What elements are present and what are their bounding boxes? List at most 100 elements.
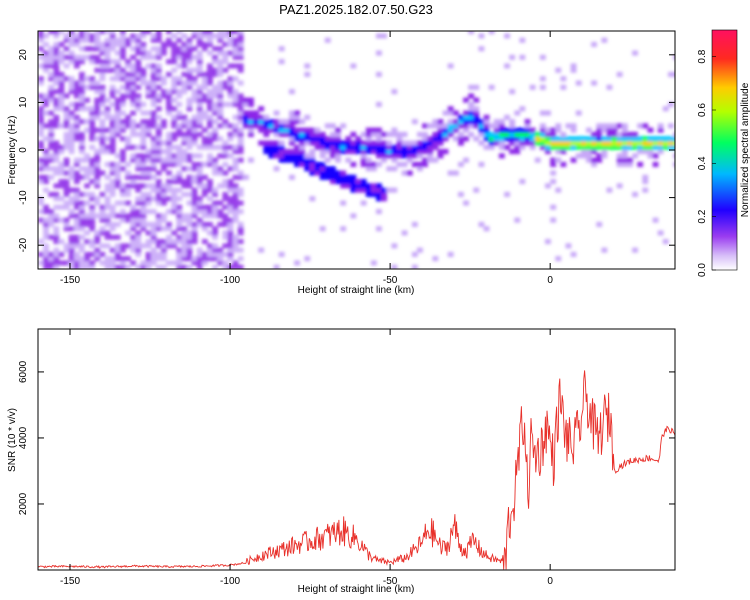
spectrogram-cell [99,31,106,35]
spectrogram-cell [673,131,675,137]
spectrogram-cell [114,89,121,95]
spectrogram-cell [452,127,459,133]
spectrogram-cell [253,114,259,120]
spectrogram-cell [155,37,162,43]
spectrogram-cell [201,213,208,219]
spectrogram-cell [596,157,603,163]
spectrogram-cell [171,67,178,73]
spectrogram-cell [340,123,347,129]
spectrogram-cell [186,256,193,262]
spectrogram-cell [63,191,70,197]
spectrogram-cell [201,187,208,193]
spectrogram-cell [38,251,44,257]
spectrogram-cell [99,63,106,69]
spectrogram-cell [135,209,142,215]
spectrogram-cell [319,161,326,167]
spectrogram-cell [94,59,101,65]
spectrogram-cell [447,119,454,125]
spectrogram-cell [166,170,172,176]
spectrogram-cell [140,140,147,146]
spectrogram-cell [207,50,213,56]
spectrogram-cell [652,217,659,223]
spectrogram-cell [114,71,121,77]
spectrogram-cell [104,106,111,112]
snr-y-label: SNR (10 * v/v) [7,408,18,472]
spectrogram-cell [160,50,167,56]
spectrogram-cell [401,140,408,146]
spectrogram-cell [43,93,49,99]
spectrogram-cell [166,260,172,266]
spectrogram-cell [68,59,75,65]
spectrogram-cell [38,239,44,245]
spectrogram-cell [43,33,49,39]
spectrogram-cell [145,191,152,197]
spectrogram-cell [135,213,142,219]
spectrogram-cell [529,140,536,146]
spectrogram-cell [376,226,382,232]
spectrogram-cell [73,59,80,65]
spectrogram-cell [176,234,183,240]
spectrogram-cell [212,157,218,163]
spectrogram-cell [365,144,372,150]
spectrogram-cell [109,84,116,90]
spectrogram-cell [94,196,101,202]
spectrogram-cell [191,153,198,159]
spectrogram-cell [130,71,137,77]
spectrogram-cell [135,174,142,180]
spectrogram-cell [601,247,608,253]
spectrogram-cell [565,243,572,249]
spectrogram-cell [329,123,336,129]
spectrogram-cell [411,149,418,155]
spectrogram-cell [207,63,213,69]
spectrogram-cell [601,136,608,142]
spectrogram-cell [104,230,111,236]
spectrogram-cell [376,140,382,146]
spectrogram-cell [176,221,183,227]
spectrogram-cell [283,119,290,125]
spectrogram-cell [125,170,131,176]
spectrogram-cell [478,140,485,146]
spectrogram-cell [437,119,444,125]
spectrogram-cell [119,54,126,60]
spectrogram-cell [370,161,377,167]
spectrogram-cell [217,46,224,52]
spectrogram-cell [345,157,352,163]
spectrogram-cell [212,200,218,206]
spectrogram-cell [43,97,49,103]
spectrogram-cell [130,67,137,73]
spectrogram-cell [550,136,557,142]
spectrogram-cell [309,166,316,172]
spectrogram-cell [38,174,44,180]
spectrogram-cell [355,140,362,146]
spectrogram-cell [53,123,60,129]
spectrogram-cell [68,110,75,116]
spectrogram-cell [43,123,49,129]
spectrogram-cell [253,123,259,129]
spectrogram-cell [427,157,434,163]
spectrogram-cell [411,119,418,125]
spectrogram-cell [186,191,193,197]
spectrogram-cell [43,204,49,210]
spectrogram-cell [79,89,85,95]
spectrogram-cell [94,114,101,120]
snr-frame [37,328,676,571]
spectrogram-cell [278,46,285,52]
spectrogram-cell [227,80,234,86]
spectrogram-cell [468,31,475,35]
spectrogram-cell [304,140,311,146]
spectrogram-cell [335,174,341,180]
spectrogram-cell [73,243,80,249]
spectrogram-cell [145,183,152,189]
spectrogram-cell [135,76,142,82]
spectrogram-cell [119,183,126,189]
spectrogram-cell [591,157,597,163]
spectrogram-cell [237,226,244,232]
spectrogram-cell [258,119,265,125]
spectrogram-cell [483,131,490,137]
spectrogram-cell [89,33,96,39]
spectrogram-cell [248,97,254,103]
spectrogram-cell [53,153,60,159]
snr-x-tick-label: -100 [220,576,240,587]
spectrogram-cell [324,144,331,150]
spectrogram-cell [360,161,367,167]
